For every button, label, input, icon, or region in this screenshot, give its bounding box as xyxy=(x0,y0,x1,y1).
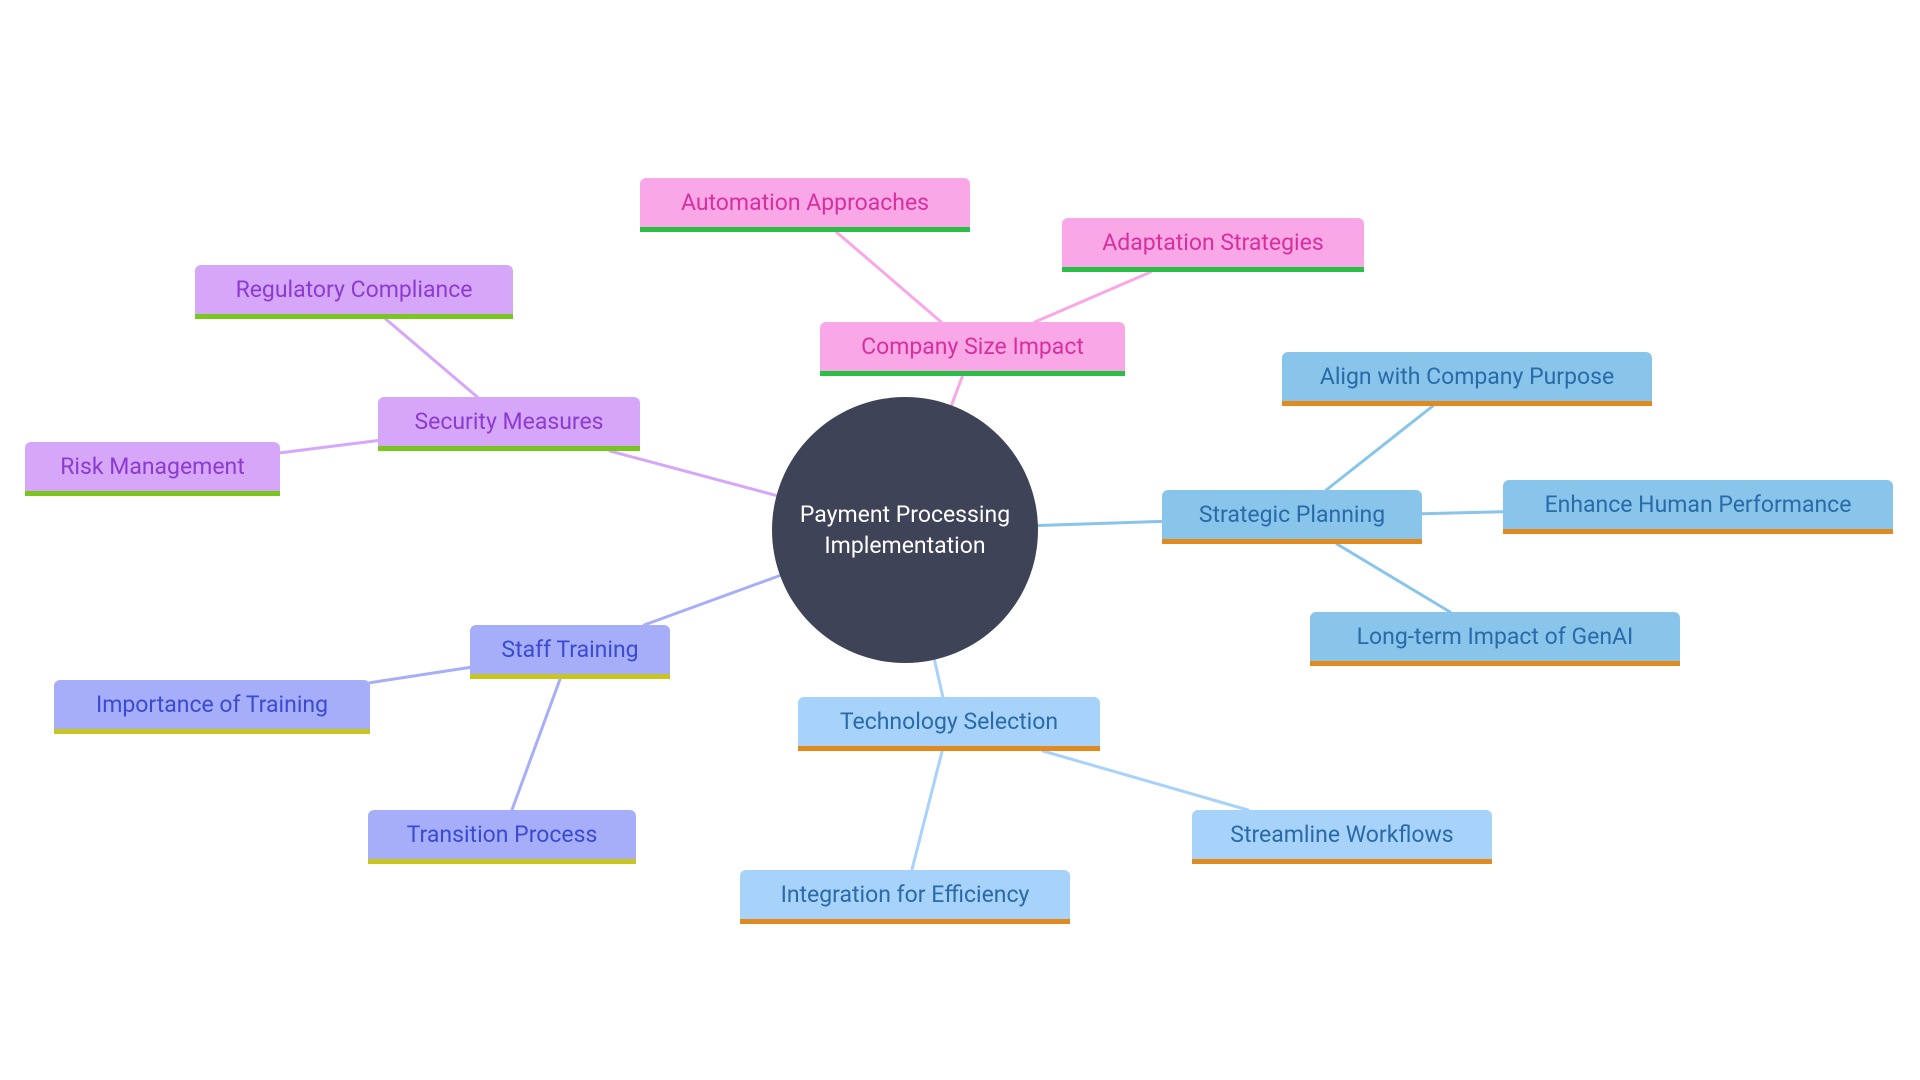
node-importance: Importance of Training xyxy=(54,680,370,734)
edge xyxy=(644,576,780,625)
node-staff: Staff Training xyxy=(470,625,670,679)
node-enhance: Enhance Human Performance xyxy=(1503,480,1893,534)
edge xyxy=(370,667,470,682)
node-risk: Risk Management xyxy=(25,442,280,496)
node-align: Align with Company Purpose xyxy=(1282,352,1652,406)
edge xyxy=(1035,272,1151,322)
node-regulatory: Regulatory Compliance xyxy=(195,265,513,319)
node-techsel: Technology Selection xyxy=(798,697,1100,751)
edge xyxy=(280,441,378,453)
node-streamline: Streamline Workflows xyxy=(1192,810,1492,864)
edge xyxy=(1043,751,1248,810)
edge xyxy=(1038,521,1162,525)
node-longterm: Long-term Impact of GenAI xyxy=(1310,612,1680,666)
node-security: Security Measures xyxy=(378,397,640,451)
node-integration: Integration for Efficiency xyxy=(740,870,1070,924)
mindmap-canvas: Payment Processing Implementation Company… xyxy=(0,0,1920,1080)
center-node: Payment Processing Implementation xyxy=(772,397,1038,663)
edge xyxy=(610,451,777,496)
edge xyxy=(386,319,478,397)
node-transition: Transition Process xyxy=(368,810,636,864)
node-automation: Automation Approaches xyxy=(640,178,970,232)
node-company_size: Company Size Impact xyxy=(820,322,1125,376)
node-adaptation: Adaptation Strategies xyxy=(1062,218,1364,272)
edge xyxy=(1337,544,1450,612)
edge xyxy=(836,232,941,322)
edge xyxy=(1422,512,1503,514)
edge xyxy=(1326,406,1433,490)
edge xyxy=(951,376,962,405)
edge xyxy=(912,751,942,870)
node-strategic: Strategic Planning xyxy=(1162,490,1422,544)
edge xyxy=(512,679,560,810)
edge xyxy=(934,660,942,697)
